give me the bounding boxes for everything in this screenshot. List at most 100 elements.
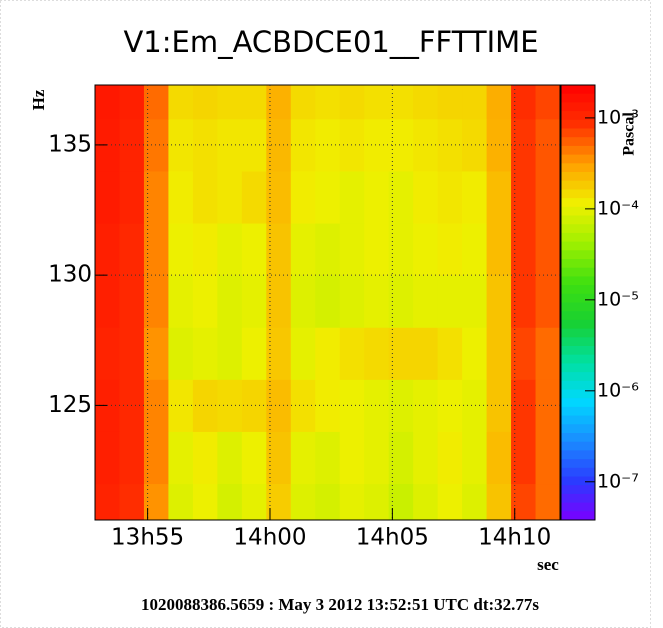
heatmap-cell bbox=[242, 171, 267, 224]
heatmap-cell bbox=[536, 171, 561, 224]
colorbar-step bbox=[561, 433, 595, 442]
heatmap-cell bbox=[413, 223, 438, 276]
heatmap-cell bbox=[217, 85, 242, 119]
heatmap-cell bbox=[217, 484, 242, 521]
heatmap-cell bbox=[217, 223, 242, 276]
heatmap-cell bbox=[95, 275, 120, 328]
heatmap-cell bbox=[168, 171, 193, 224]
heatmap-cell bbox=[119, 431, 144, 484]
x-tick-label: 14h10 bbox=[478, 525, 551, 551]
heatmap-cell bbox=[217, 431, 242, 484]
heatmap-cell bbox=[315, 484, 340, 521]
z-tick-label: 10⁻³ bbox=[597, 106, 639, 128]
heatmap-cell bbox=[242, 85, 267, 119]
heatmap-cell bbox=[340, 327, 365, 380]
heatmap-cell bbox=[193, 85, 218, 119]
heatmap-cell bbox=[413, 379, 438, 432]
heatmap-cell bbox=[217, 327, 242, 380]
heatmap-cell bbox=[536, 223, 561, 276]
heatmap-cell bbox=[95, 223, 120, 276]
heatmap-cell bbox=[364, 327, 389, 380]
colorbar-step bbox=[561, 198, 595, 207]
heatmap-cell bbox=[168, 379, 193, 432]
heatmap-cell bbox=[119, 223, 144, 276]
z-tick-label: 10⁻⁴ bbox=[597, 197, 639, 219]
heatmap-cell bbox=[217, 275, 242, 328]
heatmap-cell bbox=[462, 171, 487, 224]
colorbar-step bbox=[561, 250, 595, 259]
chart-title: V1:Em_ACBDCE01__FFTTIME bbox=[123, 25, 538, 59]
colorbar-step bbox=[561, 468, 595, 477]
heatmap-cell bbox=[340, 484, 365, 521]
colorbar-step bbox=[561, 511, 595, 520]
heatmap-cell bbox=[438, 85, 463, 119]
heatmap-cell bbox=[95, 85, 120, 119]
colorbar-step bbox=[561, 494, 595, 503]
heatmap-cell bbox=[413, 171, 438, 224]
heatmap-cell bbox=[266, 85, 291, 119]
colorbar-step bbox=[561, 242, 595, 251]
colorbar-step bbox=[561, 398, 595, 407]
heatmap-cell bbox=[462, 223, 487, 276]
x-tick-label: 14h05 bbox=[356, 525, 429, 551]
colorbar bbox=[561, 85, 595, 521]
colorbar-step bbox=[561, 311, 595, 320]
colorbar-step bbox=[561, 303, 595, 312]
heatmap-cell bbox=[438, 431, 463, 484]
heatmap-cell bbox=[438, 379, 463, 432]
heatmap-cell bbox=[315, 171, 340, 224]
heatmap-cell bbox=[119, 327, 144, 380]
colorbar-step bbox=[561, 363, 595, 372]
colorbar-step bbox=[561, 459, 595, 468]
heatmap-cell bbox=[462, 85, 487, 119]
heatmap-cell bbox=[413, 119, 438, 172]
colorbar-step bbox=[561, 146, 595, 155]
colorbar-step bbox=[561, 329, 595, 338]
heatmap-cell bbox=[168, 431, 193, 484]
colorbar-step bbox=[561, 416, 595, 425]
heatmap-cell bbox=[95, 171, 120, 224]
heatmap-cell bbox=[291, 275, 316, 328]
heatmap-cell bbox=[438, 327, 463, 380]
colorbar-step bbox=[561, 259, 595, 268]
colorbar-step bbox=[561, 442, 595, 451]
colorbar-step bbox=[561, 294, 595, 303]
colorbar-step bbox=[561, 181, 595, 190]
heatmap-cell bbox=[389, 85, 414, 119]
heatmap-cell bbox=[291, 85, 316, 119]
colorbar-step bbox=[561, 172, 595, 181]
heatmap-cell bbox=[364, 171, 389, 224]
heatmap-cell bbox=[438, 223, 463, 276]
heatmap-cell bbox=[340, 431, 365, 484]
heatmap-cell bbox=[95, 431, 120, 484]
colorbar-step bbox=[561, 346, 595, 355]
heatmap-cell bbox=[413, 327, 438, 380]
colorbar-step bbox=[561, 207, 595, 216]
y-tick-label: 130 bbox=[48, 262, 92, 288]
heatmap-cell bbox=[193, 223, 218, 276]
y-axis-label: Hz bbox=[29, 89, 48, 110]
heatmap-cell bbox=[119, 484, 144, 521]
heatmap-cell bbox=[217, 171, 242, 224]
heatmap-cell bbox=[340, 275, 365, 328]
heatmap-cell bbox=[168, 119, 193, 172]
x-axis-label: sec bbox=[537, 555, 559, 574]
colorbar-step bbox=[561, 268, 595, 277]
heatmap-cell bbox=[364, 85, 389, 119]
colorbar-step bbox=[561, 424, 595, 433]
heatmap-cell bbox=[242, 223, 267, 276]
heatmap-cell bbox=[438, 484, 463, 521]
heatmap-cell bbox=[536, 484, 561, 521]
z-tick-label: 10⁻⁵ bbox=[597, 288, 639, 310]
colorbar-step bbox=[561, 224, 595, 233]
heatmap-cell bbox=[95, 484, 120, 521]
heatmap-cell bbox=[291, 484, 316, 521]
heatmap-cell bbox=[119, 85, 144, 119]
heatmap-cell bbox=[95, 327, 120, 380]
heatmap-cell bbox=[364, 484, 389, 521]
x-tick-label: 13h55 bbox=[111, 525, 184, 551]
heatmap-cell bbox=[462, 431, 487, 484]
colorbar-step bbox=[561, 102, 595, 111]
colorbar-step bbox=[561, 285, 595, 294]
colorbar-step bbox=[561, 137, 595, 146]
